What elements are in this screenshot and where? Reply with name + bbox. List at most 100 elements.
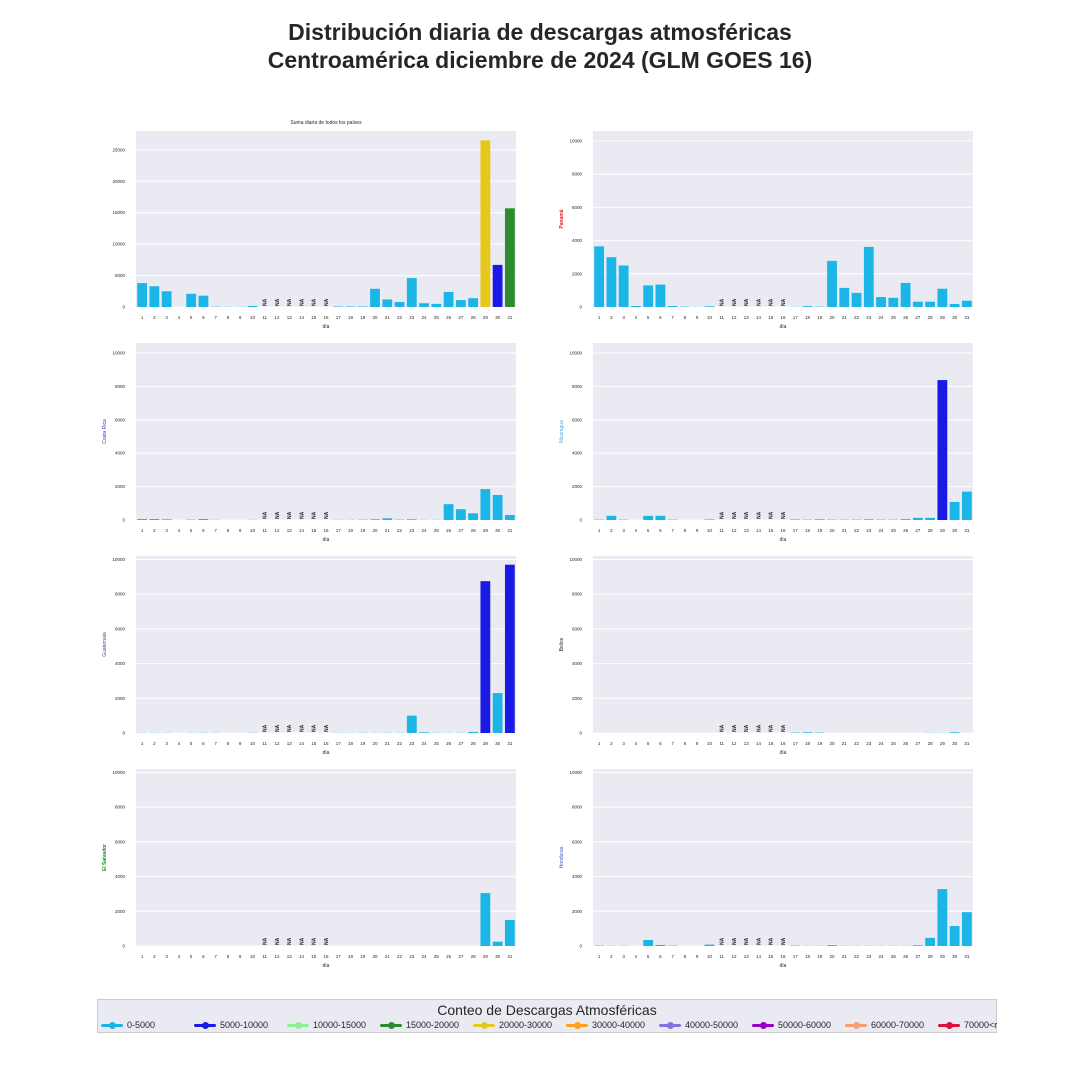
bar (790, 519, 801, 520)
x-tick-label: 21 (842, 315, 848, 320)
bar (888, 297, 899, 307)
x-tick-label: 11 (262, 954, 267, 959)
bar (492, 264, 503, 307)
na-label: NA (324, 511, 330, 519)
x-tick-label: 14 (299, 528, 305, 533)
x-tick-label: 26 (903, 528, 909, 533)
x-tick-label: 18 (348, 741, 354, 746)
na-label: NA (781, 724, 787, 732)
y-tick-label: 0 (122, 944, 125, 949)
bar (643, 515, 654, 520)
x-tick-label: 22 (854, 741, 860, 746)
x-tick-label: 31 (964, 954, 970, 959)
x-tick-label: 5 (190, 528, 193, 533)
x-tick-label: 8 (684, 315, 687, 320)
bar (631, 306, 641, 307)
x-tick-label: 20 (830, 528, 836, 533)
x-tick-label: 17 (793, 315, 799, 320)
na-label: NA (744, 937, 750, 945)
x-tick-label: 30 (495, 741, 501, 746)
x-tick-label: 23 (866, 954, 872, 959)
x-tick-label: 4 (635, 741, 638, 746)
legend-dot-marker (109, 1022, 116, 1029)
x-tick-label: 15 (768, 315, 774, 320)
panel-title: Suma diaria de todos los países (290, 120, 362, 126)
y-tick-label: 15000 (112, 210, 125, 215)
na-label: NA (263, 511, 269, 519)
bar (480, 140, 491, 307)
na-label: NA (769, 937, 775, 945)
y-tick-label: 10000 (569, 770, 582, 775)
bar (802, 306, 813, 307)
x-tick-label: 17 (336, 528, 342, 533)
x-tick-label: 6 (659, 528, 662, 533)
bar (949, 732, 960, 733)
x-tick-label: 31 (964, 315, 970, 320)
x-tick-label: 12 (731, 315, 737, 320)
na-label: NA (720, 937, 726, 945)
y-tick-label: 4000 (115, 661, 126, 666)
bar (937, 889, 948, 946)
x-tick-label: 8 (227, 528, 230, 533)
legend-dot-marker (946, 1022, 953, 1029)
x-tick-label: 27 (915, 315, 921, 320)
x-tick-label: 16 (323, 741, 329, 746)
x-tick-label: 12 (731, 741, 737, 746)
na-label: NA (732, 937, 738, 945)
x-tick-label: 28 (471, 528, 477, 533)
x-tick-label: 15 (311, 315, 317, 320)
x-tick-label: 21 (385, 315, 391, 320)
bar (480, 893, 491, 946)
y-tick-label: 0 (579, 518, 582, 523)
x-tick-label: 11 (719, 954, 724, 959)
bar (468, 298, 478, 307)
x-tick-label: 2 (610, 528, 613, 533)
x-tick-label: 21 (842, 528, 848, 533)
x-tick-label: 31 (964, 528, 970, 533)
x-tick-label: 6 (659, 741, 662, 746)
x-tick-label: 10 (250, 315, 256, 320)
x-tick-label: 16 (780, 741, 786, 746)
x-tick-label: 27 (458, 315, 464, 320)
bar (606, 515, 617, 520)
bar (492, 941, 503, 946)
x-tick-label: 17 (793, 954, 799, 959)
bar (149, 518, 160, 520)
bar (949, 926, 960, 946)
y-tick-label: 6000 (572, 205, 583, 210)
x-tick-label: 20 (830, 741, 836, 746)
legend-dot-marker (574, 1022, 581, 1029)
x-axis-label: día (780, 324, 787, 330)
bar (643, 939, 654, 946)
x-tick-label: 7 (671, 954, 674, 959)
x-tick-label: 6 (202, 954, 205, 959)
y-tick-label: 4000 (572, 238, 583, 243)
x-tick-label: 21 (385, 528, 391, 533)
legend-dot-marker (667, 1022, 674, 1029)
x-tick-label: 7 (214, 954, 217, 959)
legend-label: 5000-10000 (220, 1020, 269, 1030)
x-tick-label: 16 (323, 528, 329, 533)
x-tick-label: 24 (879, 741, 885, 746)
x-tick-label: 3 (165, 954, 168, 959)
x-tick-label: 5 (190, 741, 193, 746)
bar (937, 288, 948, 307)
x-tick-label: 3 (622, 528, 625, 533)
y-tick-label: 6000 (572, 626, 583, 631)
x-tick-label: 28 (928, 954, 934, 959)
x-tick-label: 7 (671, 528, 674, 533)
x-tick-label: 8 (227, 741, 230, 746)
x-tick-label: 26 (903, 741, 909, 746)
x-tick-label: 4 (635, 528, 638, 533)
x-tick-label: 8 (684, 741, 687, 746)
y-tick-label: 0 (122, 518, 125, 523)
y-tick-label: 6000 (572, 839, 583, 844)
bar (925, 517, 935, 520)
bar (406, 715, 417, 733)
x-tick-label: 4 (178, 954, 181, 959)
x-tick-label: 28 (471, 741, 477, 746)
x-tick-label: 2 (153, 741, 156, 746)
